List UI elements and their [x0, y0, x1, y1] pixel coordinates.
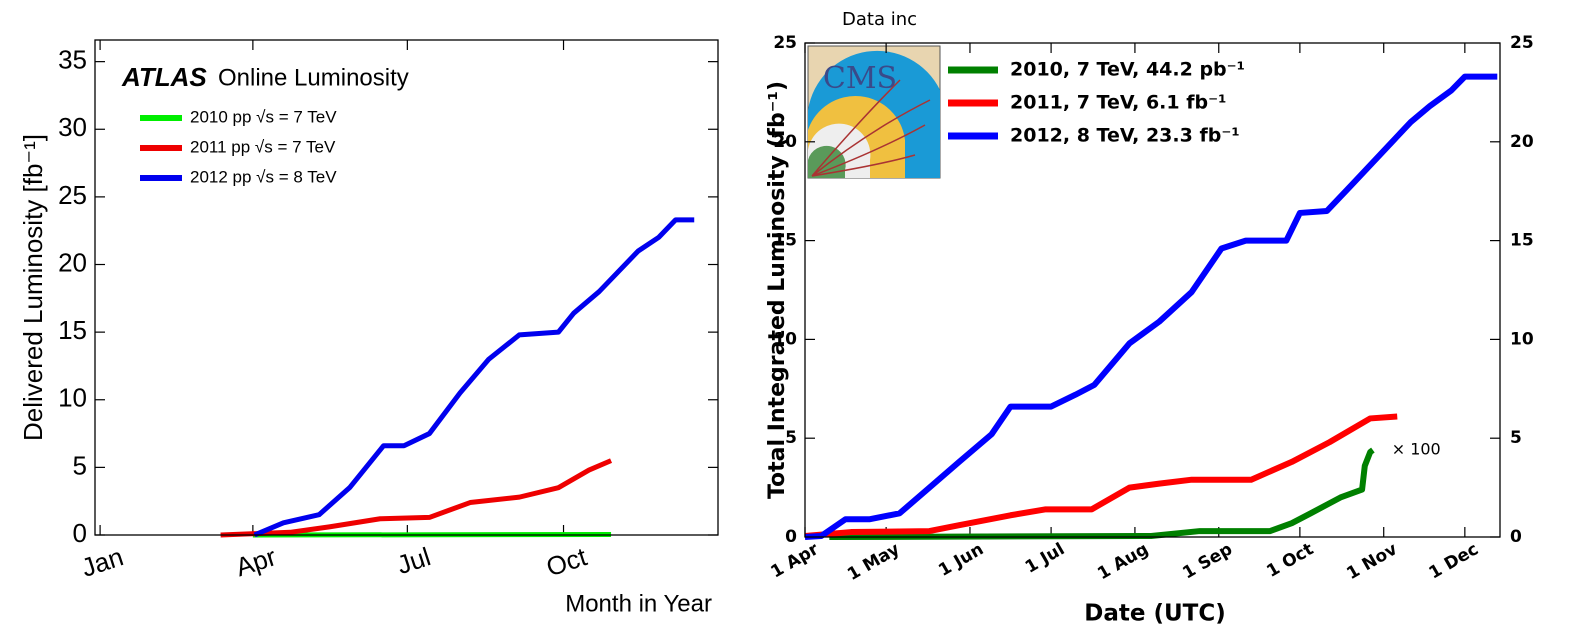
x-tick-label: 1 Nov	[1343, 539, 1400, 584]
y-tick-label: 25	[773, 33, 797, 53]
y-axis-label: Total Integrated Luminosity (fb⁻¹)	[765, 81, 790, 499]
x-tick-label: 1 Jul	[1022, 539, 1068, 577]
y2-tick-label: 0	[1510, 527, 1522, 547]
annotation: × 100	[1392, 440, 1441, 459]
x-tick-label: 1 Dec	[1426, 539, 1482, 583]
plot-frame	[804, 42, 1501, 538]
y-tick-label: 5	[785, 428, 797, 448]
x-tick-label: Jul	[393, 541, 434, 580]
y-tick-label: 10	[58, 383, 87, 413]
legend-label: 2010 pp √s = 7 TeV	[190, 107, 337, 126]
x-axis-label: Date (UTC)	[1084, 601, 1225, 627]
x-tick-label: 1 May	[844, 539, 903, 585]
y-tick-label: 0	[785, 527, 797, 547]
y2-tick-label: 10	[1510, 329, 1534, 349]
x-axis-label: Month in Year	[565, 590, 712, 617]
x-tick-label: 1 Aug	[1094, 539, 1152, 584]
series-line	[253, 217, 695, 538]
plot-frame	[94, 39, 719, 536]
chart-subtitle: Data inc	[842, 9, 917, 30]
x-tick-label: Apr	[232, 541, 280, 582]
legend-label: 2011, 7 TeV, 6.1 fb⁻¹	[1010, 92, 1226, 114]
y-tick-label: 10	[773, 329, 797, 349]
y-tick-label: 5	[73, 450, 87, 480]
legend-label: 2011 pp √s = 7 TeV	[190, 137, 336, 156]
legend-label: 2010, 7 TeV, 44.2 pb⁻¹	[1010, 59, 1245, 81]
experiment-label: ATLAS	[121, 62, 207, 92]
series-line	[804, 413, 1398, 540]
legend-label: 2012 pp √s = 8 TeV	[190, 167, 337, 186]
y-tick-label: 25	[58, 180, 87, 210]
y-tick-label: 15	[58, 315, 87, 345]
y2-tick-label: 25	[1510, 33, 1534, 53]
logo-text: CMS	[823, 61, 897, 96]
y-tick-label: 20	[773, 132, 797, 152]
legend-label: 2012, 8 TeV, 23.3 fb⁻¹	[1010, 125, 1240, 147]
series-line	[804, 73, 1498, 540]
y-tick-label: 35	[58, 45, 87, 75]
series-line	[220, 458, 613, 538]
y-axis-label: Delivered Luminosity [fb⁻¹]	[18, 134, 48, 441]
x-tick-label: 1 Jun	[935, 539, 987, 580]
logo-tracks	[811, 79, 931, 177]
y-tick-label: 15	[773, 231, 797, 251]
y-tick-label: 0	[73, 518, 87, 548]
y-tick-label: 30	[58, 112, 87, 142]
y2-tick-label: 15	[1510, 231, 1534, 251]
chart-title: Online Luminosity	[218, 64, 409, 91]
x-tick-label: Oct	[543, 541, 591, 582]
x-tick-label: 1 Sep	[1179, 539, 1236, 583]
y-tick-label: 20	[58, 247, 87, 277]
x-tick-label: 1 Oct	[1263, 539, 1317, 582]
y2-tick-label: 20	[1510, 132, 1534, 152]
cms-logo: CMS	[807, 45, 941, 179]
series-line	[829, 447, 1375, 540]
y2-tick-label: 5	[1510, 428, 1522, 448]
